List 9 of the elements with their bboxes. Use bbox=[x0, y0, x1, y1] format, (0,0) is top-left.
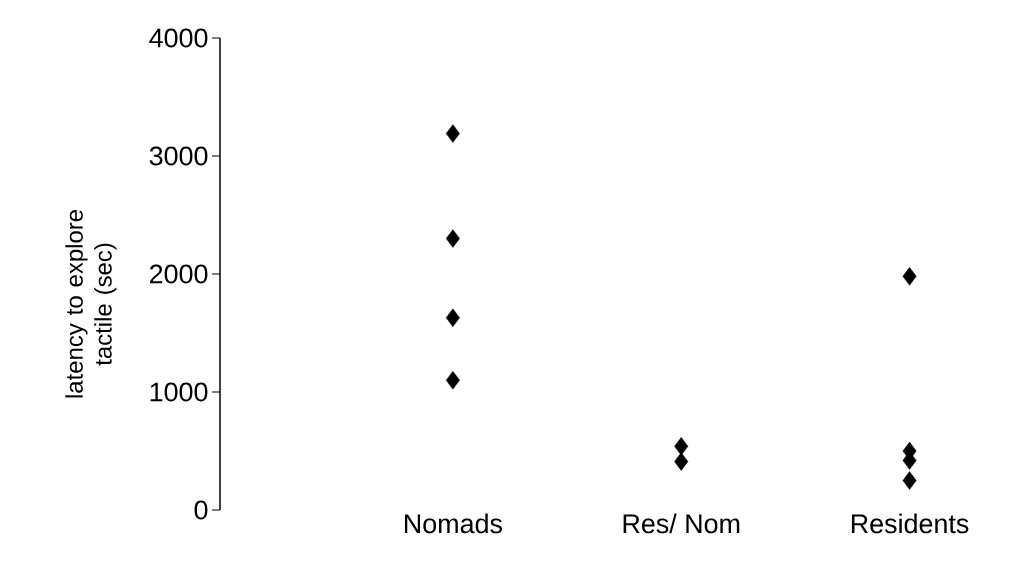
y-tick-label: 2000 bbox=[150, 264, 208, 284]
y-axis-title: latency to explore tactile (sec) bbox=[65, 210, 117, 398]
x-tick-label: Res/ Nom bbox=[623, 513, 740, 534]
y-tick-label: 1000 bbox=[150, 382, 208, 402]
x-tick-label: Nomads bbox=[405, 513, 502, 534]
y-tick-label: 4000 bbox=[149, 28, 208, 48]
x-tick-label: Residents bbox=[851, 513, 969, 534]
y-tick-label: 3000 bbox=[149, 146, 208, 166]
y-tick-label: 0 bbox=[194, 500, 208, 520]
